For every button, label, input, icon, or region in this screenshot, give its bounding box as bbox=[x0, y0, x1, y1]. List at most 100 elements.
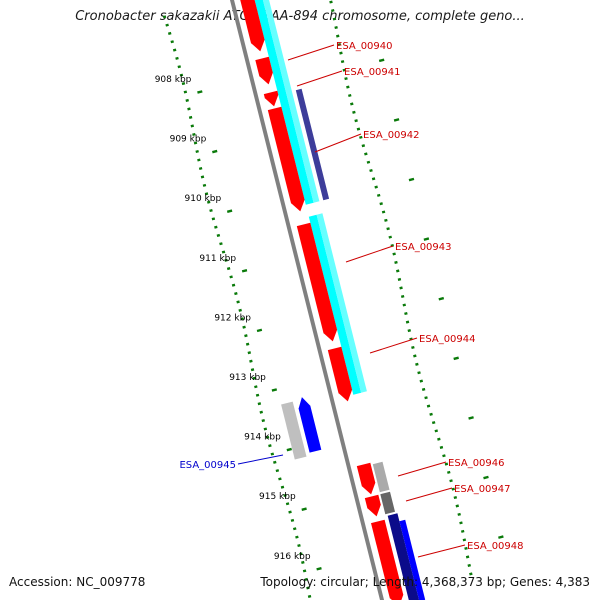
gc-skew-dash bbox=[429, 412, 433, 416]
cds-gray-block bbox=[380, 491, 395, 515]
cog-forward-highlight bbox=[262, 0, 320, 203]
map-title: Cronobacter sakazakii ATCC BAA-894 chrom… bbox=[75, 9, 525, 24]
gc-skew-dash bbox=[434, 429, 439, 433]
gc-skew-dash bbox=[242, 325, 246, 329]
gc-skew-dash bbox=[167, 31, 172, 35]
gc-skew-dash bbox=[197, 158, 201, 162]
gc-skew-dash bbox=[453, 495, 458, 500]
gc-skew-dash bbox=[457, 512, 461, 516]
gc-skew-dash bbox=[413, 354, 417, 358]
gene-leader-line bbox=[287, 44, 335, 61]
gene-leader-line bbox=[397, 461, 447, 477]
cds-forward-arrow bbox=[296, 222, 338, 342]
gene-label[interactable]: ESA_00942 bbox=[363, 130, 420, 141]
gc-skew-dash bbox=[405, 320, 410, 324]
gene-label[interactable]: ESA_00940 bbox=[336, 41, 393, 52]
gc-skew-dash bbox=[265, 435, 270, 439]
gc-skew-dash bbox=[177, 65, 182, 69]
gc-skew-dash bbox=[384, 218, 388, 222]
gc-skew-dash bbox=[190, 124, 195, 128]
tick-mark bbox=[408, 177, 415, 182]
cds-reverse-block bbox=[387, 513, 420, 600]
gc-skew-dash bbox=[224, 258, 228, 262]
gc-skew-dash bbox=[229, 275, 233, 279]
tick-marks: 908 kbp 909 kbp 910 kbp 911 kbp 912 kbp 913 k… bbox=[155, 58, 504, 571]
gc-skew-dash bbox=[183, 90, 188, 94]
gc-skew-dash bbox=[469, 572, 473, 576]
tick-label: 911 kbp bbox=[199, 254, 236, 264]
gc-skew-dash bbox=[292, 527, 297, 531]
gc-skew-dash bbox=[299, 552, 303, 556]
gc-skew-dash bbox=[202, 183, 207, 187]
cds-forward-arrow bbox=[356, 462, 376, 495]
gc-skew-dash bbox=[290, 518, 295, 522]
gc-skew-dash bbox=[451, 487, 455, 491]
gc-skew-dash bbox=[250, 368, 255, 372]
gc-skew-dash bbox=[219, 242, 223, 246]
gc-skew-dash bbox=[231, 283, 236, 287]
tick-mark bbox=[256, 328, 263, 333]
gene-leader-line bbox=[369, 337, 418, 354]
gc-skew-dash bbox=[172, 48, 177, 52]
gc-skew-outer-track bbox=[162, 15, 312, 598]
gc-skew-dash bbox=[240, 317, 244, 321]
gc-skew-dash bbox=[444, 462, 449, 466]
gc-skew-dash bbox=[460, 529, 465, 533]
gene-label[interactable]: ESA_00945 bbox=[179, 460, 236, 471]
tick-mark bbox=[483, 475, 489, 480]
gc-skew-dash bbox=[179, 73, 184, 77]
gc-skew-dash bbox=[462, 538, 467, 542]
gc-skew-dash bbox=[283, 493, 287, 497]
cog-forward-block bbox=[254, 0, 314, 205]
gc-skew-dash bbox=[204, 192, 209, 196]
tick-mark bbox=[468, 416, 474, 420]
gc-skew-dash bbox=[297, 544, 301, 548]
gc-skew-dash bbox=[409, 337, 413, 341]
gene-label[interactable]: ESA_00941 bbox=[344, 67, 401, 78]
tick-label: 916 kbp bbox=[274, 552, 311, 562]
gc-skew-dash bbox=[247, 351, 252, 355]
gc-skew-dash bbox=[417, 371, 421, 375]
gc-skew-dash bbox=[390, 244, 394, 248]
cds-forward-arrow bbox=[255, 56, 273, 85]
gc-skew-dash bbox=[379, 202, 383, 206]
tick-mark bbox=[498, 535, 504, 539]
topology-text: Topology: circular; bbox=[260, 575, 369, 589]
cds-gray-block bbox=[372, 461, 390, 493]
gc-skew-dash bbox=[369, 168, 373, 173]
gc-skew-dash bbox=[175, 56, 179, 60]
tick-mark bbox=[197, 90, 203, 94]
gc-skew-dash bbox=[301, 560, 305, 564]
tick-mark bbox=[316, 567, 322, 571]
gene-label[interactable]: ESA_00948 bbox=[467, 541, 524, 552]
gc-skew-dash bbox=[447, 470, 451, 474]
gc-skew-dash bbox=[342, 68, 347, 72]
gc-skew-dash bbox=[397, 277, 402, 281]
gc-skew-dash bbox=[392, 252, 396, 256]
cds-forward-arrow bbox=[240, 0, 265, 52]
gc-skew-dash bbox=[236, 300, 240, 304]
gc-skew-dash bbox=[388, 235, 392, 239]
gc-skew-dash bbox=[193, 141, 198, 145]
gene-label[interactable]: ESA_00947 bbox=[454, 484, 511, 495]
gene-label[interactable]: ESA_00946 bbox=[448, 458, 505, 469]
tick-mark bbox=[212, 149, 218, 154]
gc-skew-dash bbox=[254, 385, 258, 389]
gene-label[interactable]: ESA_00944 bbox=[419, 334, 476, 345]
gc-skew-dash bbox=[209, 208, 213, 213]
gene-label[interactable]: ESA_00943 bbox=[395, 242, 452, 253]
cds-forward-arrow bbox=[267, 106, 305, 212]
gc-skew-dash bbox=[402, 303, 407, 307]
gc-skew-dash bbox=[249, 359, 253, 363]
gc-skew-dash bbox=[329, 0, 333, 4]
gc-skew-dash bbox=[285, 502, 290, 506]
gc-skew-dash bbox=[335, 34, 340, 38]
gc-skew-dash bbox=[467, 563, 471, 567]
gc-skew-dash bbox=[421, 387, 426, 391]
gc-skew-dash bbox=[306, 586, 310, 590]
gc-skew-dash bbox=[273, 460, 277, 464]
gc-skew-dash bbox=[437, 437, 441, 441]
gc-skew-dash bbox=[339, 51, 343, 55]
gc-skew-dash bbox=[346, 85, 350, 89]
